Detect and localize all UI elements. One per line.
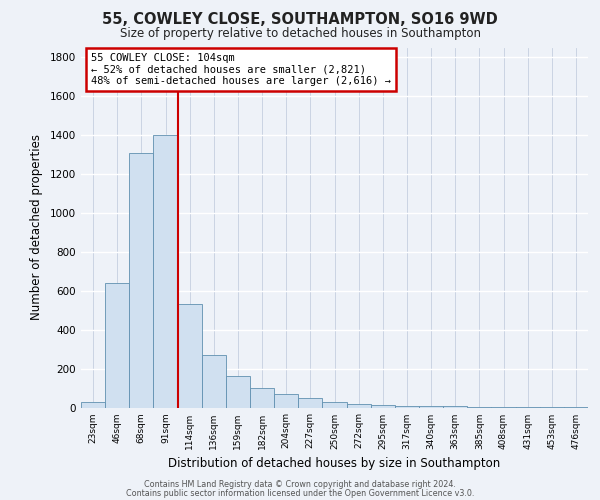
Text: 55, COWLEY CLOSE, SOUTHAMPTON, SO16 9WD: 55, COWLEY CLOSE, SOUTHAMPTON, SO16 9WD: [102, 12, 498, 28]
Bar: [491, 407, 515, 408]
Bar: [274, 394, 298, 407]
Bar: [250, 388, 274, 407]
Bar: [395, 406, 419, 407]
Bar: [202, 355, 226, 408]
Bar: [322, 402, 347, 407]
Text: Size of property relative to detached houses in Southampton: Size of property relative to detached ho…: [119, 28, 481, 40]
Bar: [347, 404, 371, 407]
Text: Contains public sector information licensed under the Open Government Licence v3: Contains public sector information licen…: [126, 488, 474, 498]
Bar: [226, 376, 250, 408]
Bar: [419, 406, 443, 407]
Text: Contains HM Land Registry data © Crown copyright and database right 2024.: Contains HM Land Registry data © Crown c…: [144, 480, 456, 489]
Bar: [371, 404, 395, 407]
Bar: [298, 398, 322, 407]
Y-axis label: Number of detached properties: Number of detached properties: [30, 134, 43, 320]
Text: 55 COWLEY CLOSE: 104sqm
← 52% of detached houses are smaller (2,821)
48% of semi: 55 COWLEY CLOSE: 104sqm ← 52% of detache…: [91, 53, 391, 86]
X-axis label: Distribution of detached houses by size in Southampton: Distribution of detached houses by size …: [169, 457, 500, 470]
Bar: [467, 406, 491, 408]
Bar: [443, 406, 467, 408]
Bar: [129, 152, 154, 408]
Bar: [105, 283, 129, 408]
Bar: [154, 135, 178, 407]
Bar: [178, 304, 202, 408]
Bar: [81, 402, 105, 407]
